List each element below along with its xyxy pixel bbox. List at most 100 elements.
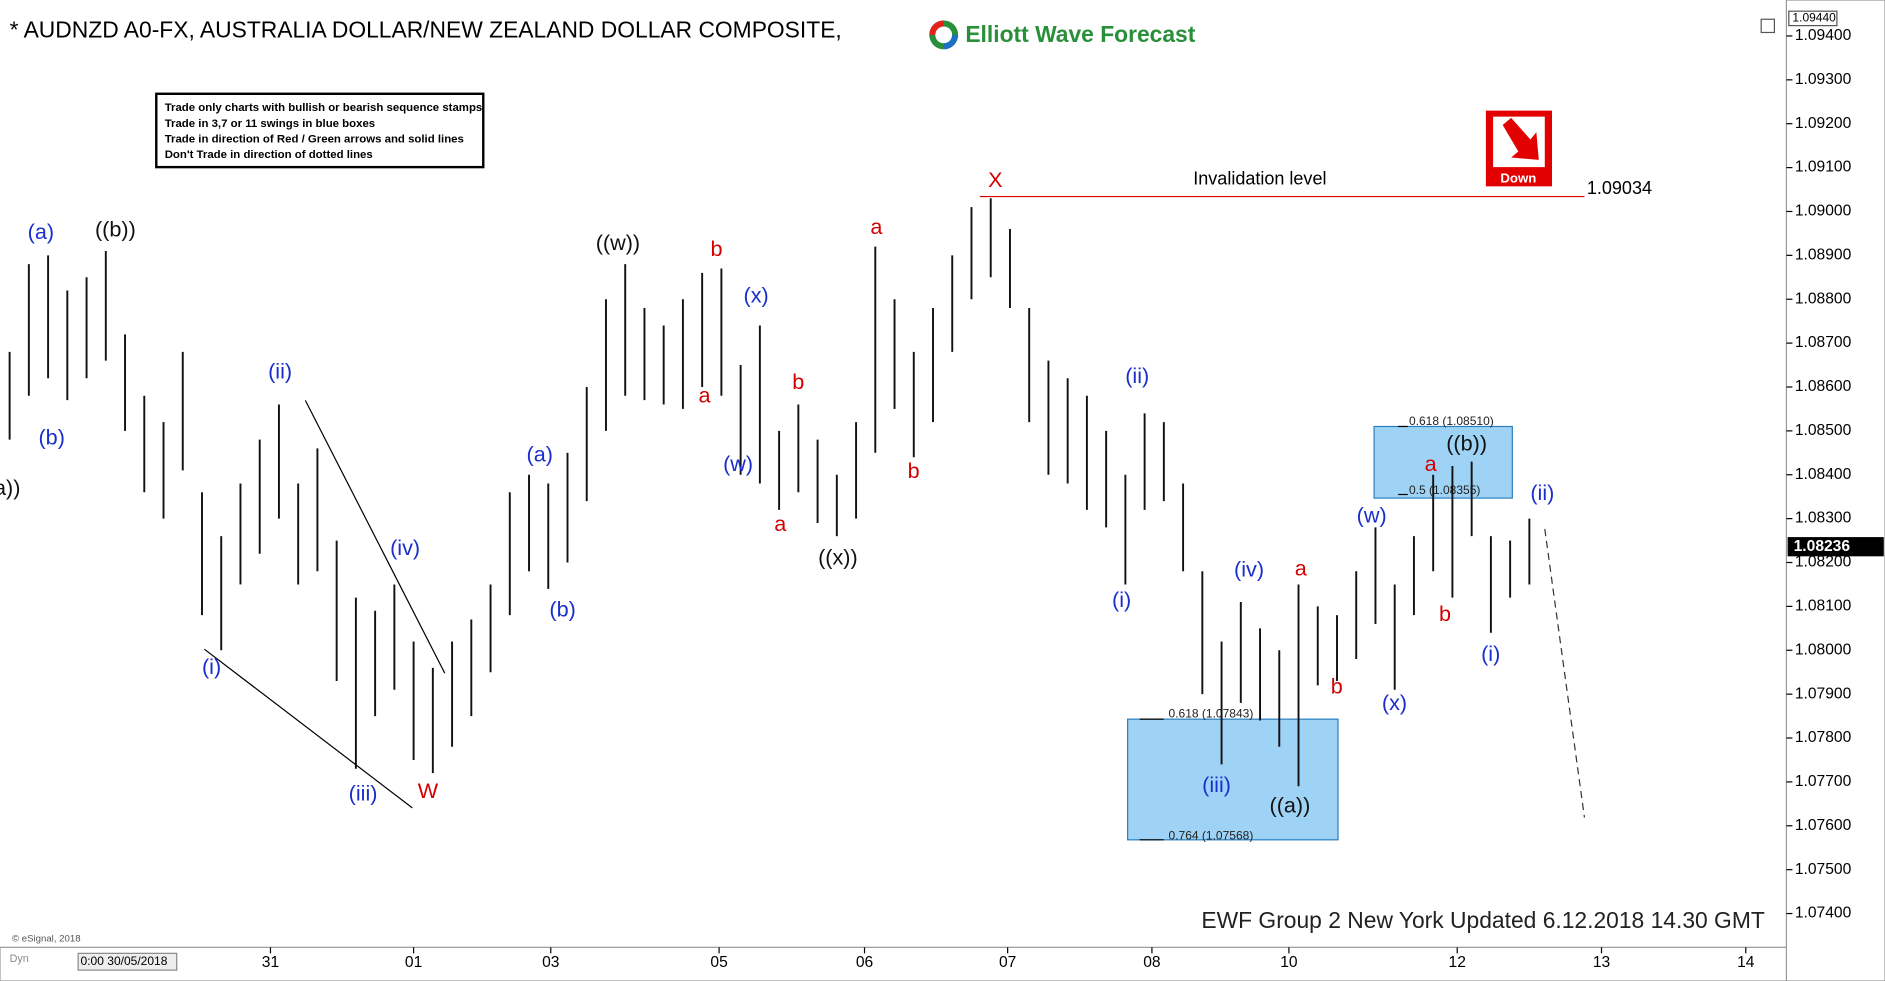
wave-label: b bbox=[908, 458, 920, 483]
fib-label: 0.618 (1.07843) bbox=[1169, 707, 1254, 721]
x-tick-label: 08 bbox=[1143, 954, 1160, 971]
y-tick-label: 1.09300 bbox=[1795, 71, 1852, 88]
start-date: 0:00 30/05/2018 bbox=[81, 954, 168, 968]
copyright: © eSignal, 2018 bbox=[12, 933, 81, 944]
wave-labels: a)) (a) ((b)) (b) (ii) (iv) (i) (iii) W (a) (b) ((w… bbox=[0, 167, 1554, 817]
wave-label: (w) bbox=[723, 451, 753, 476]
y-tick-label: 1.08600 bbox=[1795, 378, 1852, 395]
wave-label: (b) bbox=[38, 425, 64, 450]
last-price-badge bbox=[1787, 537, 1884, 557]
wave-label: a)) bbox=[0, 475, 20, 500]
price-axis-panel bbox=[1785, 0, 1885, 981]
wave-label: b bbox=[1331, 673, 1343, 698]
x-tick-label: 13 bbox=[1593, 954, 1610, 971]
axis-top-label: 1.09440 bbox=[1792, 11, 1836, 25]
wave-label: a bbox=[870, 214, 883, 239]
wave-label: b bbox=[710, 236, 722, 261]
y-tick-label: 1.08000 bbox=[1795, 641, 1852, 658]
y-tick-label: 1.09200 bbox=[1795, 115, 1852, 132]
wave-label: ((a)) bbox=[1270, 792, 1311, 817]
rule-text: Don't Trade in direction of dotted lines bbox=[165, 149, 373, 161]
y-tick-label: 1.09400 bbox=[1795, 27, 1852, 44]
wave-label: b bbox=[1439, 601, 1451, 626]
wave-label: a bbox=[1425, 451, 1438, 476]
axes: 1.07400 1.07500 1.07600 1.07700 1.07800 1.079… bbox=[262, 11, 1884, 971]
x-tick-label: 31 bbox=[262, 954, 279, 971]
wave-label: ((b)) bbox=[95, 217, 136, 242]
y-tick-label: 1.08200 bbox=[1795, 554, 1852, 571]
wave-label: ((x)) bbox=[818, 545, 858, 570]
dyn-label: Dyn bbox=[10, 953, 29, 965]
rule-text: Trade in 3,7 or 11 swings in blue boxes bbox=[165, 118, 375, 130]
footer: EWF Group 2 New York Updated 6.12.2018 1… bbox=[1201, 907, 1764, 933]
invalidation-value: 1.09034 bbox=[1587, 178, 1652, 198]
fib-label: 0.618 (1.08510) bbox=[1409, 414, 1494, 428]
wave-label: (a) bbox=[527, 441, 553, 466]
y-tick-label: 1.07500 bbox=[1795, 861, 1852, 878]
wave-label: (a) bbox=[28, 219, 54, 244]
y-tick-label: 1.07800 bbox=[1795, 729, 1852, 746]
wave-label: b bbox=[792, 369, 804, 394]
wave-label: (iv) bbox=[1234, 557, 1264, 582]
wave-label: a bbox=[698, 382, 711, 407]
y-tick-label: 1.07900 bbox=[1795, 685, 1852, 702]
last-price-label: 1.08236 bbox=[1794, 538, 1851, 555]
y-tick-label: 1.07600 bbox=[1795, 817, 1852, 834]
logo-icon bbox=[943, 34, 959, 50]
y-tick-label: 1.08100 bbox=[1795, 598, 1852, 615]
x-tick-label: 14 bbox=[1737, 954, 1755, 971]
wave-label: (ii) bbox=[1530, 480, 1554, 505]
logo-icon bbox=[929, 20, 944, 35]
x-tick-label: 12 bbox=[1449, 954, 1466, 971]
fib-box bbox=[1127, 718, 1339, 841]
y-tick-label: 1.09000 bbox=[1795, 203, 1852, 220]
y-tick-label: 1.08500 bbox=[1795, 422, 1852, 439]
x-tick-label: 10 bbox=[1280, 954, 1298, 971]
rule-text: Trade in direction of Red / Green arrows… bbox=[165, 133, 464, 145]
chart-title: * AUDNZD A0-FX, AUSTRALIA DOLLAR/NEW ZEA… bbox=[10, 16, 842, 42]
wave-label: (b) bbox=[549, 596, 575, 621]
axis-top-badge bbox=[1788, 10, 1838, 27]
invalidation-label: Invalidation level bbox=[1193, 168, 1326, 188]
badge-arrow bbox=[1502, 117, 1539, 160]
fib-label: 0.5 (1.08355) bbox=[1409, 483, 1480, 497]
price-bars: 0.618 (1.07843) 0.764 (1.07568) 0.618 (1.0… bbox=[8, 198, 1531, 842]
x-tick-label: 05 bbox=[710, 954, 728, 971]
wave-label: W bbox=[418, 778, 439, 803]
x-tick-label: 01 bbox=[405, 954, 422, 971]
trend-line bbox=[304, 400, 446, 674]
wave-label: (i) bbox=[1112, 587, 1131, 612]
x-tick-label: 07 bbox=[999, 954, 1016, 971]
wave-label: (i) bbox=[1481, 641, 1500, 666]
time-axis-panel bbox=[0, 946, 1788, 981]
wave-label: (x) bbox=[1382, 690, 1407, 715]
rule-text: Trade only charts with bullish or bearis… bbox=[165, 102, 483, 114]
wave-label: (ii) bbox=[268, 358, 292, 383]
down-badge: Down bbox=[1485, 110, 1552, 187]
wave-label: (i) bbox=[202, 654, 221, 679]
wave-label: (w) bbox=[1357, 503, 1387, 528]
y-tick-label: 1.08700 bbox=[1795, 334, 1852, 351]
y-tick-label: 1.07400 bbox=[1795, 905, 1852, 922]
wave-label: ((b)) bbox=[1446, 431, 1487, 456]
y-tick-label: 1.09100 bbox=[1795, 159, 1852, 176]
y-tick-label: 1.08400 bbox=[1795, 466, 1852, 483]
y-tick-label: 1.08800 bbox=[1795, 290, 1852, 307]
wave-label: (iii) bbox=[1202, 772, 1231, 797]
date-box bbox=[77, 952, 178, 971]
fib-box bbox=[1373, 425, 1513, 499]
logo-text: Elliott Wave Forecast bbox=[965, 21, 1195, 47]
projection-line bbox=[1544, 528, 1586, 818]
badge-text: Down bbox=[1500, 171, 1536, 186]
wave-label: (x) bbox=[744, 283, 769, 308]
wave-label: ((w)) bbox=[596, 230, 640, 255]
logo-icon bbox=[935, 26, 953, 44]
wave-label: (iv) bbox=[390, 535, 420, 560]
logo: Elliott Wave Forecast bbox=[929, 20, 1196, 50]
rules-box bbox=[155, 92, 485, 169]
panel-button[interactable] bbox=[1760, 18, 1776, 34]
x-tick-label: 06 bbox=[856, 954, 873, 971]
wave-label: a bbox=[774, 511, 787, 536]
wave-label: (iii) bbox=[349, 780, 378, 805]
